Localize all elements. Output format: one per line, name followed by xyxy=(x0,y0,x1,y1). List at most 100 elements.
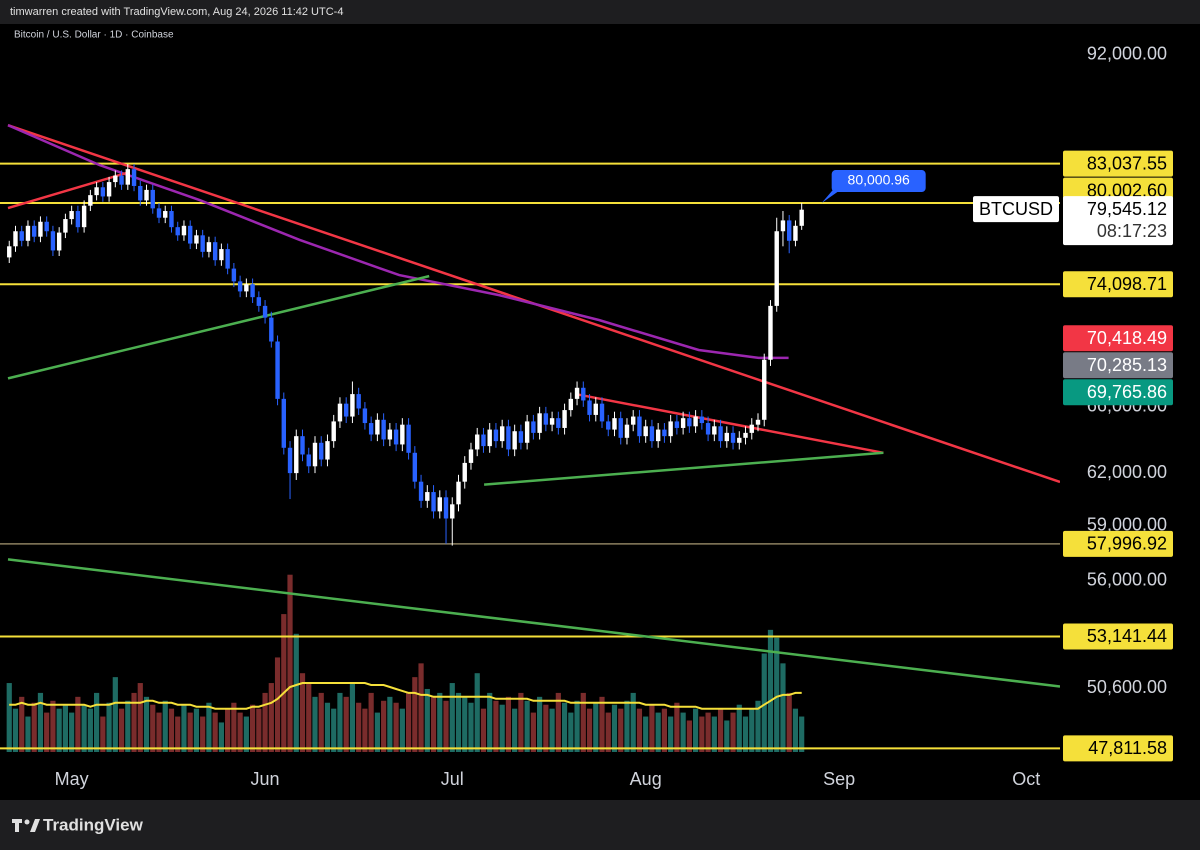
candle-body xyxy=(175,227,180,236)
candle-body xyxy=(499,426,505,442)
candle-body xyxy=(518,431,524,443)
price-label-box xyxy=(1063,271,1173,298)
volume-bar xyxy=(150,704,156,752)
brand-name: TradingView xyxy=(43,815,144,834)
trend-line xyxy=(7,124,789,360)
candle-body xyxy=(393,429,399,445)
last-price-box xyxy=(1063,196,1173,246)
volume-bar xyxy=(624,700,630,752)
volume-bar xyxy=(143,696,150,752)
volume-bar xyxy=(137,683,143,752)
logo-stem xyxy=(15,819,19,832)
volume-bar xyxy=(94,692,100,752)
candle-body xyxy=(612,418,617,430)
volume-bar xyxy=(593,702,599,752)
candle-body xyxy=(206,242,212,252)
volume-bar xyxy=(655,712,661,752)
candle-body xyxy=(768,305,773,360)
logo-dot xyxy=(24,819,30,825)
callout-label: 80,000.96 xyxy=(848,172,910,188)
candle-body xyxy=(705,423,711,435)
x-tick-label: May xyxy=(55,769,89,789)
candle-body xyxy=(693,416,698,427)
price-label-box xyxy=(1063,150,1173,177)
volume-bar xyxy=(156,712,162,752)
candle-body xyxy=(655,429,661,442)
price-scale: 92,000.0066,000.0062,000.0059,000.0056,0… xyxy=(1063,44,1173,762)
volume-bar xyxy=(574,700,580,752)
volume-bar xyxy=(455,692,462,752)
volume-bar xyxy=(131,692,137,752)
volume-bar xyxy=(6,683,12,752)
candle-body xyxy=(462,462,467,482)
volume-bar xyxy=(699,716,705,752)
volume-bar xyxy=(724,720,730,752)
candle-body xyxy=(225,249,230,269)
candle-body xyxy=(231,268,237,282)
price-label: 69,765.86 xyxy=(1087,382,1167,402)
candle-body xyxy=(275,341,280,399)
symbol-label: BTCUSD xyxy=(979,199,1053,219)
credit: timwarren created with TradingView.com, … xyxy=(10,6,343,18)
volume-bar xyxy=(337,692,343,752)
candle-body xyxy=(32,225,37,237)
volume-bar xyxy=(693,708,699,752)
volume-bar xyxy=(193,708,200,752)
candle-body xyxy=(537,413,542,433)
candle-body xyxy=(506,426,511,450)
volume-bar xyxy=(218,722,224,752)
volume-bar xyxy=(306,683,312,752)
volume-bar xyxy=(405,692,412,752)
volume-bar xyxy=(493,700,499,752)
volume-bar xyxy=(530,712,536,752)
x-tick-label: Jun xyxy=(251,769,280,789)
candle-body xyxy=(381,419,386,440)
volume-ma xyxy=(9,682,802,710)
volume-bar xyxy=(69,712,75,752)
callout-box xyxy=(831,170,926,193)
candle-body xyxy=(581,387,586,401)
volume-bar xyxy=(755,700,761,752)
candle-body xyxy=(400,424,405,445)
candle-body xyxy=(63,219,68,233)
candle-body xyxy=(375,419,380,435)
x-tick-label: Aug xyxy=(630,769,662,789)
volume-bar xyxy=(430,696,437,752)
volume-bar xyxy=(661,708,668,752)
volume-bar xyxy=(761,653,767,752)
candle-body xyxy=(450,504,455,519)
trend-line xyxy=(7,274,430,380)
volume-bar xyxy=(237,712,243,752)
volume-bar xyxy=(449,683,455,752)
volume-bar xyxy=(649,704,655,752)
candle-body xyxy=(269,317,274,342)
volume-bar xyxy=(287,574,293,752)
candle-body xyxy=(437,497,442,512)
candle-body xyxy=(356,394,361,409)
volume-bar xyxy=(792,708,799,752)
volume-bar xyxy=(399,708,405,752)
volume-bar xyxy=(225,708,231,752)
candle-body xyxy=(674,421,680,428)
volume-bar xyxy=(362,708,368,752)
candle-body xyxy=(755,419,761,425)
volume-bar xyxy=(418,663,424,752)
volume-bar xyxy=(356,702,362,752)
candle-body xyxy=(81,205,87,228)
candle-body xyxy=(131,169,137,186)
price-label: 57,996.92 xyxy=(1087,534,1167,554)
candle-body xyxy=(543,413,549,425)
candle-body xyxy=(88,195,93,206)
volume-bar xyxy=(680,712,686,752)
volume-bar xyxy=(268,683,274,752)
candle-body xyxy=(549,418,555,425)
volume-bar xyxy=(249,704,256,752)
candle-body xyxy=(325,441,330,460)
trend-line xyxy=(578,393,884,455)
volume-bar xyxy=(281,614,287,752)
trend-line xyxy=(484,451,884,486)
volume-bar xyxy=(543,704,549,752)
volume-bar xyxy=(118,708,125,752)
candle-body xyxy=(799,209,804,226)
